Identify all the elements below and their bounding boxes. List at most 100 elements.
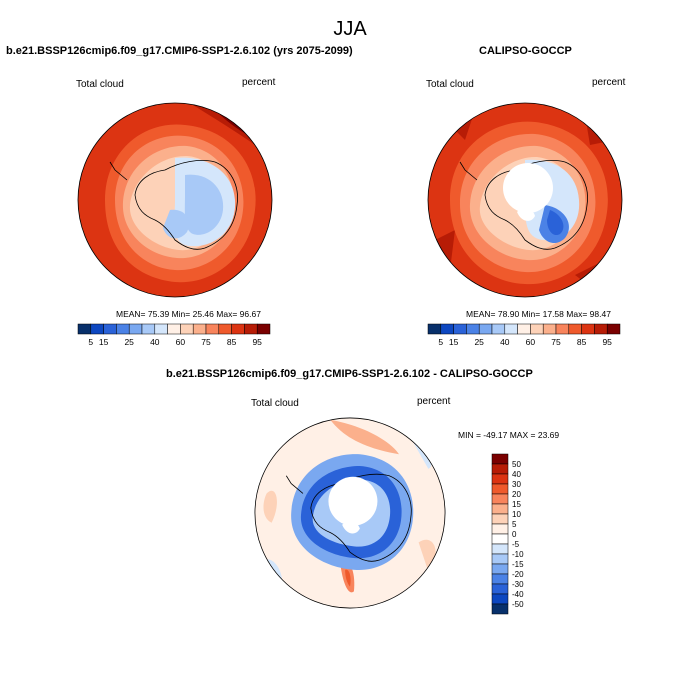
figure-title: JJA: [333, 18, 367, 40]
panel2-min-label: Min=: [521, 309, 541, 319]
panel2-colorbar-swatch: [542, 323, 557, 335]
panel1-colorbar-swatch: [205, 323, 220, 335]
panel3-colorbar-swatch: [491, 583, 509, 595]
panel2-left-label: Total cloud: [426, 79, 474, 90]
panel2-title: CALIPSO-GOCCP: [479, 45, 572, 57]
panel1-map: [77, 102, 273, 298]
panel2-colorbar-swatch: [594, 323, 608, 335]
panel3-colorbar-tick-label: 40: [512, 470, 521, 479]
panel1-coastline: [134, 160, 238, 250]
panel2-pole-hole: [503, 163, 553, 213]
panel3-colorbar-tick-label: 30: [512, 480, 521, 489]
panel2-max-value: 98.47: [589, 309, 611, 319]
panel3-colorbar-swatch: [491, 603, 509, 615]
panel1-colorbar-swatch: [180, 323, 194, 335]
panel2-colorbar-swatch: [517, 323, 531, 335]
panel3-colorbar-tick-label: 0: [512, 530, 517, 539]
panel1-colorbar-swatch: [128, 323, 143, 335]
panel1-colorbar-swatch: [192, 323, 207, 335]
panel2-colorbar-tick-label: 15: [449, 337, 459, 347]
panel3-colorbar-swatch: [491, 513, 509, 525]
panel1-west-antarctica: [163, 209, 190, 239]
panel2-ross-hole: [517, 208, 535, 221]
panel1-mean-value: 75.39: [147, 309, 170, 319]
panel3-colorbar-tick-label: -50: [512, 600, 524, 609]
panel2-stats: MEAN= 78.90 Min= 17.58 Max= 98.47: [466, 309, 611, 319]
panel2-map: [427, 102, 623, 298]
panel2-map-border: [427, 102, 623, 298]
panel2-mean-label: MEAN=: [466, 309, 496, 319]
panel1-colorbar-tick-label: 15: [99, 337, 109, 347]
panel1-colorbar-swatch: [154, 323, 168, 335]
panel3-colorbar-swatch: [491, 453, 509, 465]
panel3-colorbar-tick-label: 50: [512, 460, 521, 469]
panel3-map: [254, 417, 446, 609]
panel1-colorbar-tick-label: 40: [150, 337, 160, 347]
panel1-peninsula: [109, 161, 128, 181]
panel1-colorbar-swatch: [231, 323, 245, 335]
panel2-colorbar-swatch: [466, 323, 480, 335]
panel3-colorbar-swatch: [491, 483, 509, 495]
panel2-colorbar: 5 15 25 40 60 75 85 95: [427, 323, 621, 347]
panel3-colorbar-swatch: [491, 543, 509, 555]
panel3-colorbar-tick-label: 5: [512, 520, 517, 529]
panel3-colorbar-tick-label: 10: [512, 510, 521, 519]
panel1-colorbar-tick-label: 25: [124, 337, 134, 347]
panel3-right-label: percent: [417, 396, 451, 407]
panel3-colorbar-tick-label: -10: [512, 550, 524, 559]
panel2-colorbar-tick-label: 85: [577, 337, 587, 347]
panel3-title: b.e21.BSSP126cmip6.f09_g17.CMIP6-SSP1-2.…: [166, 368, 533, 380]
panel2-colorbar-swatch: [504, 323, 518, 335]
panel3-colorbar-swatch: [491, 493, 509, 505]
panel1-colorbar-tick-label: 95: [252, 337, 262, 347]
panel3-north-positive: [330, 419, 399, 455]
panel1-colorbar-swatch: [256, 323, 271, 335]
panel3-colorbar-swatch: [491, 573, 509, 585]
panel2-min-core: [547, 210, 564, 236]
panel3-peninsula: [285, 475, 304, 494]
panel1-right-label: percent: [242, 77, 276, 88]
panel2-peninsula: [459, 161, 478, 181]
panel1-colorbar-tick-label: 60: [176, 337, 186, 347]
panel3-colorbar-swatch: [491, 533, 509, 545]
panel2-colorbar-swatch: [478, 323, 493, 335]
panel1-colorbar-tick-label: 5: [88, 337, 93, 347]
panel3-max-core: [345, 569, 351, 587]
panel3-pole-hole: [328, 476, 378, 526]
panel1-colorbar: 5 15 25 40 60 75 85 95: [77, 323, 271, 347]
panel3-colorbar-tick-label: -40: [512, 590, 524, 599]
panel2-colorbar-tick-label: 40: [500, 337, 510, 347]
panel3-colorbar-swatch: [491, 463, 509, 475]
panel3-stats: MIN = -49.17 MAX = 23.69: [458, 430, 560, 440]
panel3-colorbar-swatch: [491, 563, 509, 575]
panel3-colorbar-swatch: [491, 553, 509, 565]
panel2-colorbar-swatch: [530, 323, 544, 335]
panel1-min-value: 25.46: [192, 309, 214, 319]
panel2-colorbar-tick-label: 75: [551, 337, 561, 347]
panel2-colorbar-tick-label: 60: [526, 337, 536, 347]
panel1-mean-label: MEAN=: [116, 309, 146, 319]
panel3-colorbar-swatch: [491, 473, 509, 485]
panel1-colorbar-tick-label: 85: [227, 337, 237, 347]
panel3-colorbar-tick-label: 20: [512, 490, 521, 499]
panel3-colorbar-tick-label: -20: [512, 570, 524, 579]
panel3-colorbar-swatch: [491, 503, 509, 515]
panel3-colorbar-tick-label: 15: [512, 500, 521, 509]
panel1-stats: MEAN= 75.39 Min= 25.46 Max= 96.67: [116, 309, 261, 319]
panel3-colorbar-tick-label: -5: [512, 540, 520, 549]
panel2-mean-value: 78.90: [497, 309, 520, 319]
panel1-colorbar-tick-label: 75: [201, 337, 211, 347]
panel2-colorbar-swatch: [440, 323, 454, 335]
panel1-colorbar-swatch: [244, 323, 258, 335]
panel1-max-value: 96.67: [239, 309, 261, 319]
panel1-plateau: [184, 174, 224, 235]
panel2-colorbar-tick-label: 95: [602, 337, 612, 347]
panel1-min-label: Min=: [171, 309, 191, 319]
panel1-left-label: Total cloud: [76, 79, 124, 90]
panel1-colorbar-swatch: [218, 323, 232, 335]
panel1-colorbar-swatch: [116, 323, 130, 335]
panel2-colorbar-swatch: [568, 323, 582, 335]
panel2-right-label: percent: [592, 77, 626, 88]
panel2-colorbar-swatch: [453, 323, 467, 335]
